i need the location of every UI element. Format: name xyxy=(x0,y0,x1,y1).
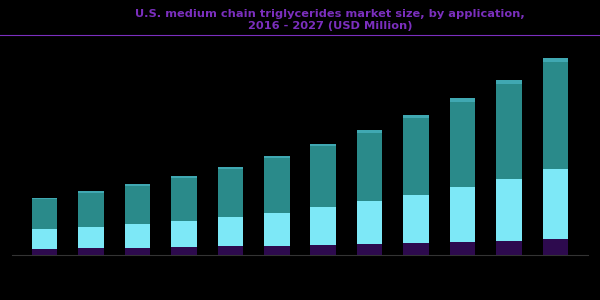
Bar xyxy=(543,58,568,62)
Bar xyxy=(125,248,150,255)
Bar xyxy=(218,167,243,169)
Bar xyxy=(218,246,243,255)
Bar xyxy=(496,179,522,241)
Bar xyxy=(78,191,104,193)
Bar xyxy=(264,246,290,255)
Bar xyxy=(171,221,197,247)
Bar xyxy=(357,244,382,255)
Bar xyxy=(450,242,475,255)
Bar xyxy=(403,195,429,243)
Bar xyxy=(171,247,197,255)
Bar xyxy=(450,98,475,187)
Bar xyxy=(450,187,475,242)
Bar xyxy=(496,80,522,179)
Bar xyxy=(543,239,568,255)
Bar xyxy=(310,244,336,255)
Text: U.S. medium chain triglycerides market size, by application,
2016 - 2027 (USD Mi: U.S. medium chain triglycerides market s… xyxy=(135,9,525,31)
Bar xyxy=(403,115,429,195)
Bar xyxy=(218,217,243,246)
Bar xyxy=(125,184,150,186)
Bar xyxy=(496,80,522,83)
Bar xyxy=(496,241,522,255)
Bar xyxy=(32,229,57,249)
Bar xyxy=(218,167,243,217)
Bar xyxy=(32,198,57,199)
Bar xyxy=(450,98,475,102)
Bar xyxy=(264,156,290,213)
Bar xyxy=(310,207,336,244)
Bar xyxy=(78,191,104,226)
Bar xyxy=(543,169,568,239)
Bar xyxy=(357,201,382,244)
Bar xyxy=(403,243,429,255)
Bar xyxy=(264,213,290,246)
Bar xyxy=(171,176,197,178)
Bar xyxy=(543,58,568,169)
Bar xyxy=(264,156,290,158)
Bar xyxy=(32,249,57,255)
Bar xyxy=(310,144,336,146)
Bar xyxy=(32,198,57,229)
Bar xyxy=(78,226,104,248)
Bar xyxy=(125,224,150,248)
Bar xyxy=(357,130,382,201)
Bar xyxy=(78,248,104,255)
Bar xyxy=(171,176,197,221)
Bar xyxy=(357,130,382,133)
Bar xyxy=(125,184,150,224)
Bar xyxy=(310,144,336,207)
Bar xyxy=(403,115,429,118)
